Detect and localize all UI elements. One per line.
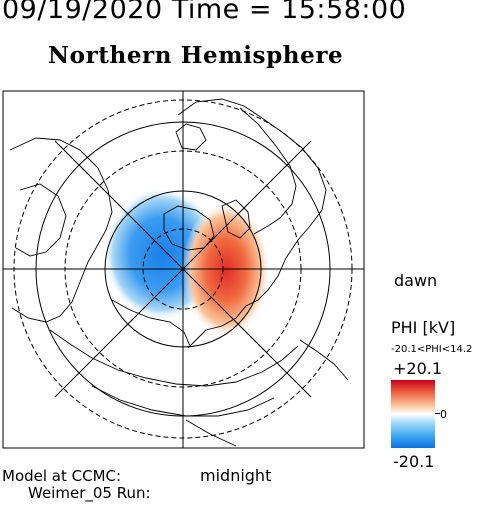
dawn-cell	[182, 202, 270, 338]
coastlines	[9, 98, 349, 447]
colorbar-min-label: -20.1	[393, 452, 435, 471]
colorbar-title: PHI [kV]	[391, 318, 456, 337]
colorbar-max-label: +20.1	[393, 359, 443, 378]
colorbar	[391, 380, 435, 448]
colorbar-range: -20.1<PHI<14.2	[391, 344, 473, 355]
map-frame	[2, 90, 365, 449]
colorbar-zero-tick	[435, 413, 440, 414]
datetime-title: 09/19/2020 Time = 15:58:00	[2, 0, 407, 25]
colorbar-zero-label: 0	[440, 408, 447, 421]
hemisphere-title: Northern Hemisphere	[48, 42, 344, 69]
midnight-label: midnight	[200, 466, 272, 485]
dawn-label: dawn	[394, 271, 438, 290]
run-label: Weimer_05 Run:	[28, 484, 151, 502]
meridian-lines	[3, 91, 364, 448]
model-label: Model at CCMC:	[2, 467, 122, 485]
potential-pattern	[104, 188, 270, 338]
